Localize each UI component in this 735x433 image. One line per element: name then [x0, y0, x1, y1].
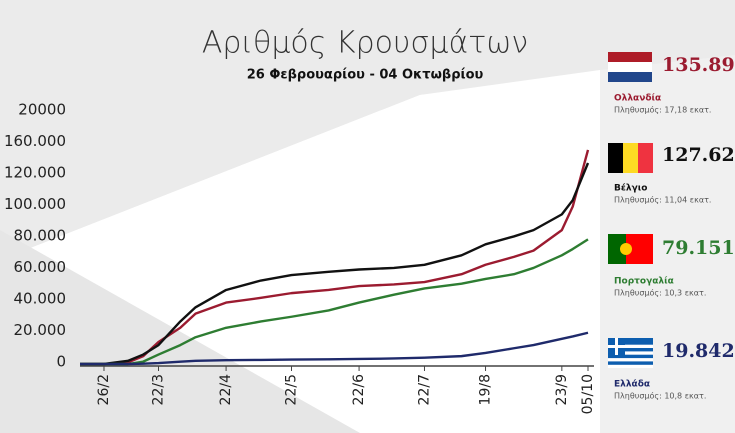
x-tick-label: 19/8 — [478, 374, 494, 405]
x-tick-label: 22/6 — [351, 374, 367, 406]
y-tick-label: 80.000 — [14, 227, 67, 245]
legend-label: Ολλανδία — [614, 93, 661, 104]
flag-pt — [608, 234, 653, 264]
legend-note: Πληθυσμός: 11,04 εκατ. — [614, 195, 711, 205]
y-tick-label: 20.000 — [14, 321, 67, 339]
bg-shape — [0, 0, 735, 260]
value-label: 127.623 — [662, 144, 735, 166]
y-tick-label: 100.000 — [4, 195, 66, 213]
legend-note: Πληθυσμός: 17,18 εκατ. — [614, 105, 711, 115]
y-tick-label: 160.000 — [4, 132, 66, 150]
bg-shape — [0, 230, 360, 433]
y-tick-label: 120.000 — [4, 164, 66, 182]
legend-label: Βέλγιο — [614, 183, 647, 194]
series-line — [80, 331, 589, 366]
x-tick-label: 05/10 — [580, 374, 596, 414]
value-label: 19.842 — [662, 340, 735, 362]
y-tick-label: 40.000 — [14, 290, 67, 308]
legend-label: Πορτογαλία — [614, 276, 674, 287]
series-line — [80, 162, 590, 366]
flag-be — [608, 143, 653, 173]
series-line — [80, 238, 589, 366]
x-tick-label: 22/3 — [150, 374, 166, 405]
value-label: 79.151 — [662, 237, 735, 259]
legend-note: Πληθυσμός: 10,8 εκατ. — [614, 391, 706, 401]
x-tick-label: 22/7 — [416, 374, 432, 405]
legend-note: Πληθυσμός: 10,3 εκατ. — [614, 288, 706, 298]
x-tick-label: 22/5 — [283, 374, 299, 405]
flag-gr — [608, 338, 653, 368]
x-tick-label: 23/9 — [554, 374, 570, 405]
value-label: 135.892 — [662, 54, 735, 76]
y-tick-label: 20000 — [18, 101, 66, 119]
y-tick-label: 60.000 — [14, 258, 67, 276]
chart-title: Αριθμός Κρουσμάτων — [202, 26, 528, 61]
chart-subtitle: 26 Φεβρουαρίου - 04 Οκτωβρίου — [247, 68, 484, 83]
y-tick-label: 0 — [56, 353, 66, 371]
x-tick-label: 22/4 — [218, 374, 234, 406]
legend-label: Ελλάδα — [614, 380, 650, 390]
x-tick-label: 26/2 — [96, 374, 112, 405]
flag-nl — [608, 52, 652, 82]
